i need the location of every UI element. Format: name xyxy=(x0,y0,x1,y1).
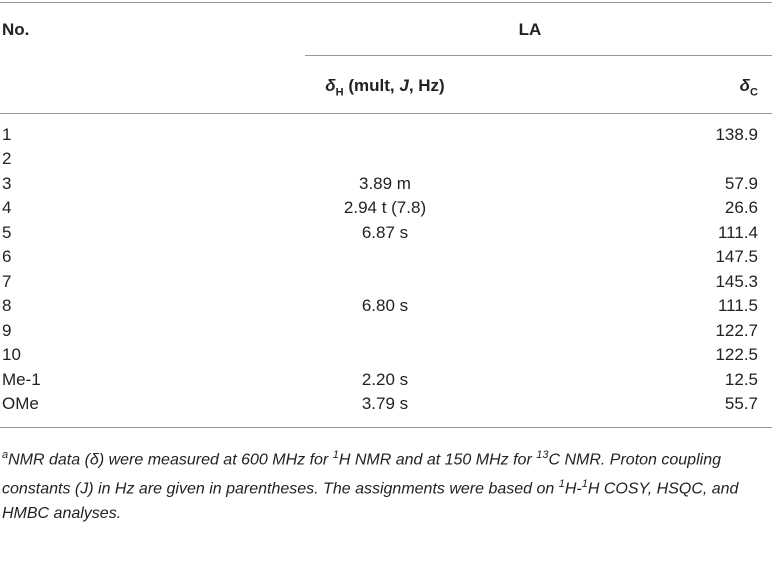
cell-h: 3.79 s xyxy=(361,393,409,413)
superscript: 1 xyxy=(558,478,565,491)
cell-h: 6.87 s xyxy=(361,222,409,242)
header-no: No. xyxy=(2,20,30,39)
top-rule xyxy=(0,2,772,3)
footnote-text: NMR data (δ) were measured at 600 MHz fo… xyxy=(8,451,333,469)
cell-c: 111.5 xyxy=(717,296,758,316)
bottom-rule xyxy=(0,427,772,428)
cell-no: 8 xyxy=(2,296,12,316)
footnote-text: H- xyxy=(564,480,582,498)
text: (mult, xyxy=(343,76,400,95)
text: J xyxy=(399,76,409,95)
text: , Hz) xyxy=(408,76,445,95)
cell-no: 6 xyxy=(2,247,12,267)
cell-h: 6.80 s xyxy=(361,296,409,316)
cell-c: 111.4 xyxy=(717,222,758,242)
cell-c: 138.9 xyxy=(715,125,758,144)
cell-no: 1 xyxy=(2,125,12,144)
group-rule xyxy=(305,55,772,56)
footnote-text: H NMR and at 150 MHz for xyxy=(338,451,537,469)
cell-no: 10 xyxy=(2,345,21,365)
header-col-h: δH (mult, J, Hz) xyxy=(285,76,485,102)
sub: H xyxy=(335,86,344,99)
cell-c: 55.7 xyxy=(724,393,758,413)
cell-no: 5 xyxy=(2,222,12,242)
delta: δ xyxy=(325,76,336,95)
superscript: 1 xyxy=(581,478,588,491)
superscript: 13 xyxy=(536,449,549,461)
cell-c: 145.3 xyxy=(715,271,758,291)
superscript: a xyxy=(2,449,9,461)
delta: δ xyxy=(739,76,751,95)
cell-no: 7 xyxy=(2,271,12,291)
footnote-text: C NMR. Proton coupling constants (J) in … xyxy=(2,451,721,498)
header-col-c: δC xyxy=(740,76,758,102)
header-group: LA xyxy=(518,20,542,39)
cell-no: Me-1 xyxy=(2,369,41,389)
cell-no: 2 xyxy=(2,149,12,169)
cell-c: 26.6 xyxy=(724,198,758,218)
header-rule xyxy=(0,113,772,114)
cell-no: 4 xyxy=(2,198,12,218)
superscript: 1 xyxy=(332,449,339,461)
footnote-text: H COSY, HSQC, and HMBC analyses. xyxy=(2,480,739,522)
cell-c: 122.7 xyxy=(715,320,758,340)
cell-no: 3 xyxy=(2,173,12,193)
cell-c: 122.5 xyxy=(715,345,758,365)
cell-c: 57.9 xyxy=(724,173,758,193)
cell-h: 3.89 m xyxy=(359,173,411,193)
cell-h: 2.94 t (7.8) xyxy=(343,198,427,218)
footnote: aNMR data (δ) were measured at 600 MHz f… xyxy=(2,443,770,526)
cell-c: 12.5 xyxy=(724,369,758,389)
cell-no: 9 xyxy=(2,320,12,340)
cell-h: 2.20 s xyxy=(361,369,409,389)
cell-c: 147.5 xyxy=(715,247,758,267)
cell-no: OMe xyxy=(2,393,39,413)
sub: C xyxy=(750,86,758,99)
